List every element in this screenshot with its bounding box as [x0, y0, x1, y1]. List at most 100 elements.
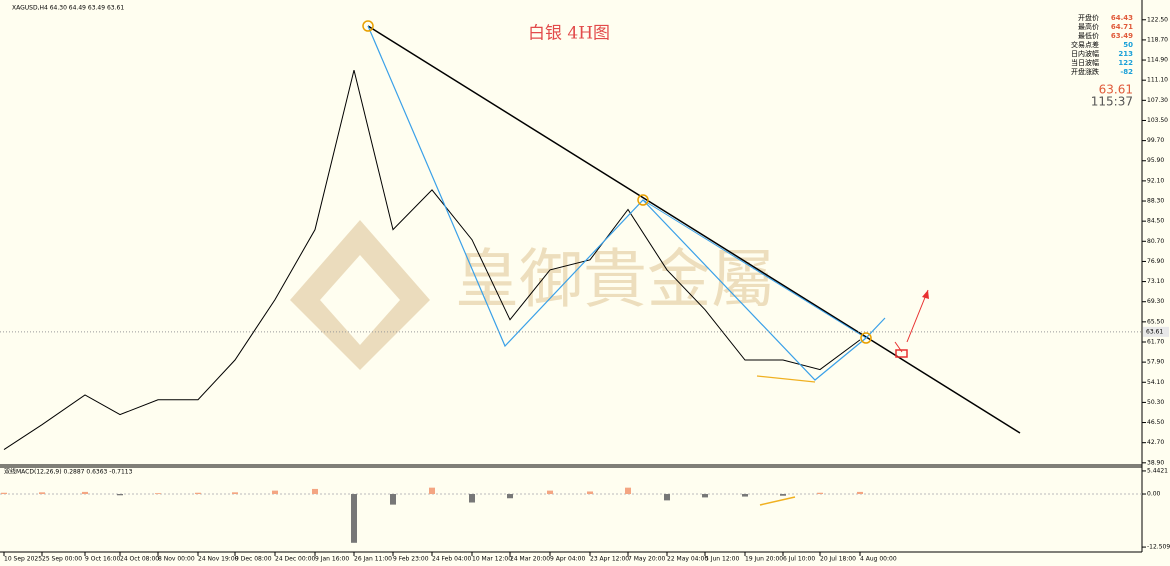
big-price: 63.61: [1099, 83, 1133, 97]
x-tick-label: 6 Jul 10:00: [783, 556, 815, 563]
x-tick-label: 10 Mar 12:00: [472, 556, 512, 563]
x-tick-label: 19 Jun 20:00: [745, 556, 783, 563]
macd-bar: [82, 491, 88, 495]
y-tick-label: 69.30: [1147, 298, 1164, 305]
macd-bar: [742, 494, 748, 497]
symbol-header: XAGUSD,H4 64.30 64.49 63.49 63.61: [12, 5, 124, 12]
macd-bar: [780, 494, 786, 496]
x-tick-label: 22 May 04:00: [667, 556, 708, 563]
x-tick-label: 8 Nov 00:00: [158, 556, 195, 563]
y-tick-label: 107.30: [1147, 97, 1168, 104]
divergence-line: [759, 496, 796, 506]
y-tick-label: 5.4421: [1147, 467, 1168, 474]
x-tick-label: 9 Dec 08:00: [235, 556, 272, 563]
info-value: 64.71: [1111, 23, 1133, 31]
divergence-line: [756, 375, 816, 383]
macd-bar: [469, 494, 475, 503]
y-tick-label: 54.10: [1147, 379, 1164, 386]
info-value: 63.49: [1111, 32, 1133, 40]
macd-bar: [312, 488, 318, 495]
y-tick-label: 95.90: [1147, 157, 1164, 164]
watermark: 皇御貴金屬: [455, 244, 775, 318]
target-box: [895, 349, 908, 358]
x-tick-label: 23 Apr 12:00: [590, 556, 629, 563]
y-tick-label: 61.70: [1147, 338, 1164, 345]
y-tick-label: 118.70: [1147, 36, 1168, 43]
info-label: 日内波幅: [1071, 49, 1099, 58]
x-tick-label: 25 Sep 00:00: [42, 556, 82, 563]
macd-bar: [39, 492, 45, 495]
y-tick-label: 114.90: [1147, 57, 1168, 64]
macd-bar: [1, 492, 7, 495]
y-tick-label: 42.70: [1147, 439, 1164, 446]
macd-bar: [547, 490, 553, 495]
macd-bar: [351, 494, 357, 543]
y-tick-label: 80.70: [1147, 238, 1164, 245]
info-label: 交易点差: [1071, 40, 1099, 49]
macd-bar: [155, 493, 161, 495]
watermark-logo: [290, 220, 430, 370]
timer: 115:37: [1091, 95, 1133, 109]
pivot-marker: [362, 20, 374, 32]
y-tick-label: 46.50: [1147, 419, 1164, 426]
price-tag: [1143, 326, 1169, 337]
macd-bar: [429, 487, 435, 495]
info-value: 50: [1123, 41, 1133, 49]
x-tick-label: 9 Apr 04:00: [550, 556, 585, 563]
info-label: 当日波幅: [1071, 58, 1099, 67]
arrow-head: [922, 290, 929, 299]
macd-bar: [195, 492, 201, 495]
y-tick-label: 99.70: [1147, 137, 1164, 144]
y-tick-label: 103.50: [1147, 117, 1168, 124]
y-tick-label: 38.90: [1147, 459, 1164, 466]
y-tick-label: 88.30: [1147, 198, 1164, 205]
macd-bar: [857, 491, 863, 495]
y-tick-label: 50.30: [1147, 399, 1164, 406]
x-tick-label: 24 Nov 19:00: [198, 556, 239, 563]
pivot-marker: [637, 194, 649, 206]
price-line: [3, 70, 861, 450]
y-tick-label: 111.10: [1147, 77, 1168, 84]
wave-line: [642, 199, 867, 339]
info-value: 213: [1118, 50, 1133, 58]
x-tick-label: 9 Feb 23:00: [393, 556, 429, 563]
x-tick-label: 24 Mar 20:00: [510, 556, 550, 563]
macd-label: 双线MACD(12,26,9) 0.2887 0.6363 -0.7113: [4, 468, 133, 476]
y-tick-label: 84.50: [1147, 218, 1164, 225]
macd-bar: [272, 490, 278, 495]
arrow: [906, 289, 929, 343]
x-tick-label: 24 Dec 00:00: [275, 556, 316, 563]
x-tick-label: 24 Oct 08:00: [120, 556, 159, 563]
info-label: 开盘价: [1078, 13, 1099, 22]
y-tick-label: 92.10: [1147, 177, 1164, 184]
y-tick-label: 57.90: [1147, 359, 1164, 366]
macd-bar: [817, 492, 823, 495]
macd-bar: [587, 491, 593, 495]
x-tick-label: 20 Jul 18:00: [820, 556, 856, 563]
macd-bar: [702, 494, 708, 498]
info-label: 最低价: [1078, 31, 1099, 40]
y-tick-label: 0.00: [1147, 491, 1161, 498]
x-tick-label: 5 Jun 12:00: [705, 556, 739, 563]
macd-bar: [232, 492, 238, 495]
x-tick-label: 9 Oct 16:00: [85, 556, 120, 563]
macd-bar: [390, 494, 396, 505]
macd-bar: [625, 487, 631, 495]
macd-bar: [664, 494, 670, 501]
x-tick-label: 10 Sep 2025: [4, 556, 42, 563]
y-tick-label: 73.10: [1147, 278, 1164, 285]
y-tick-label: -12.5090: [1147, 544, 1170, 551]
pivot-marker: [860, 332, 872, 344]
x-tick-label: 26 Jan 11:00: [354, 556, 392, 563]
y-tick-label: 76.90: [1147, 258, 1164, 265]
info-value: 64.43: [1111, 14, 1133, 22]
macd-bar: [507, 494, 513, 499]
trend-line: [367, 25, 1021, 434]
x-tick-label: 4 Aug 00:00: [860, 556, 897, 563]
x-tick-label: 24 Feb 04:00: [432, 556, 472, 563]
x-tick-label: 7 May 20:00: [628, 556, 666, 563]
y-tick-label: 122.50: [1147, 16, 1168, 23]
macd-bar: [117, 494, 123, 496]
